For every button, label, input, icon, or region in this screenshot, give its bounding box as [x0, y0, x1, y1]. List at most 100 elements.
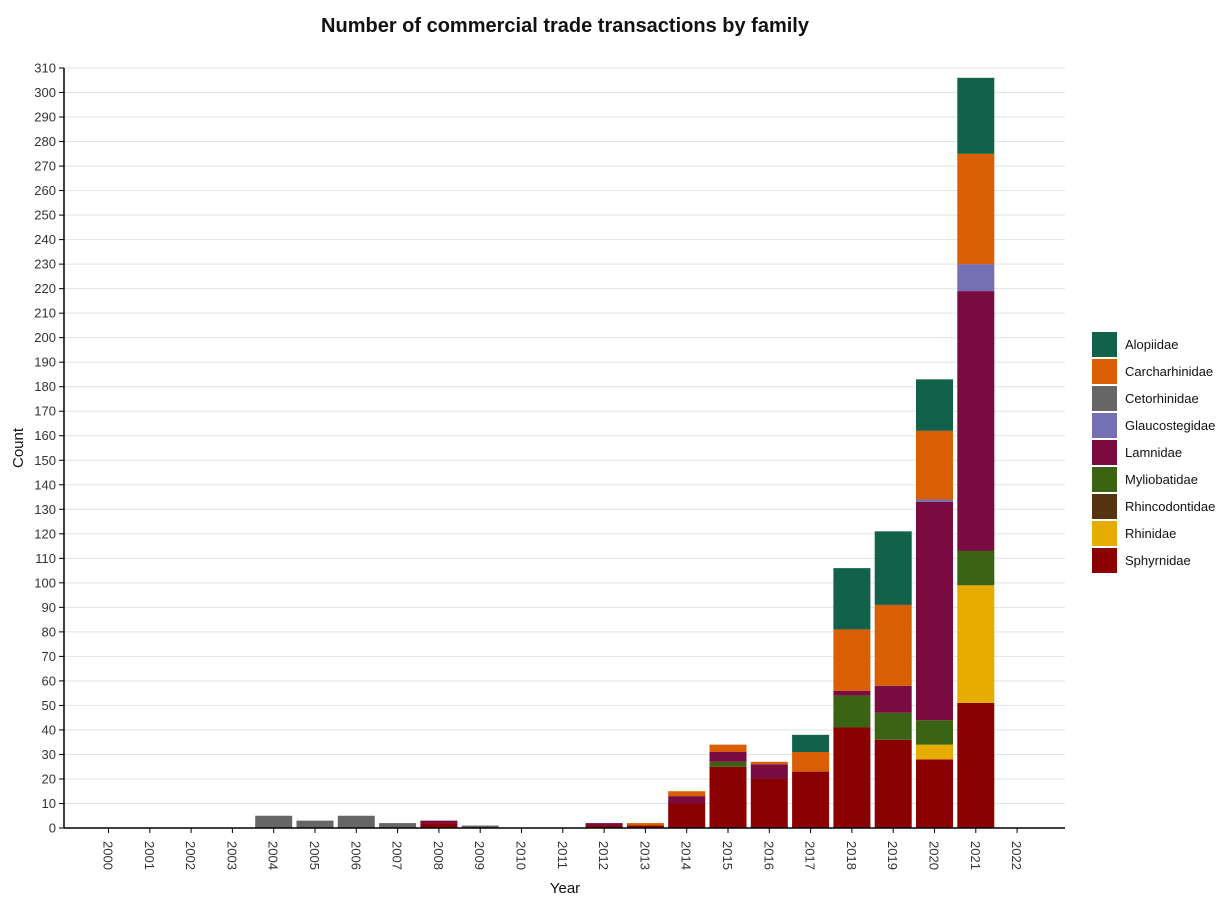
bar-segment-glaucostegidae-2021	[957, 264, 995, 292]
bar-segment-lamnidae-2020	[916, 501, 953, 721]
y-tick-label: 220	[34, 281, 56, 296]
bar-segment-sphyrnidae-2019	[874, 739, 912, 828]
bar-segment-lamnidae-2016	[750, 764, 788, 779]
gridlines	[64, 67, 1065, 804]
bar-segment-sphyrnidae-2018	[833, 727, 871, 828]
bar-segment-myliobatidae-2015	[709, 761, 747, 767]
bar-segment-myliobatidae-2020	[916, 720, 953, 745]
y-axis-ticks: 0 10 20 30 40 50 60 70 80 90 100 110 120 130 140 150 160…	[34, 61, 64, 836]
x-tick-label: 2021	[968, 841, 983, 870]
y-tick-label: 280	[34, 134, 56, 149]
y-tick-label: 300	[34, 85, 56, 100]
bar-segment-sphyrnidae-2015	[709, 766, 747, 828]
bars	[255, 77, 995, 828]
bar-segment-lamnidae-2018	[833, 690, 871, 696]
bar-segment-carcharhinidae-2013	[626, 823, 664, 826]
y-tick-label: 160	[34, 428, 56, 443]
y-tick-label: 50	[42, 698, 56, 713]
legend-label-lamnidae: Lamnidae	[1125, 445, 1182, 460]
legend-swatch-alopiidae	[1092, 332, 1117, 357]
y-tick-label: 0	[49, 821, 56, 836]
x-tick-label: 2015	[720, 841, 735, 870]
y-tick-label: 80	[42, 624, 56, 639]
legend-label-rhinidae: Rhinidae	[1125, 526, 1176, 541]
x-tick-label: 2009	[472, 841, 487, 870]
y-tick-label: 120	[34, 526, 56, 541]
bar-segment-carcharhinidae-2015	[709, 744, 747, 752]
bar-segment-alopiidae-2020	[916, 379, 953, 431]
y-tick-label: 140	[34, 477, 56, 492]
y-tick-label: 230	[34, 257, 56, 272]
y-tick-label: 130	[34, 502, 56, 517]
legend-label-sphyrnidae: Sphyrnidae	[1125, 553, 1191, 568]
y-tick-label: 40	[42, 722, 56, 737]
x-tick-label: 2007	[390, 841, 405, 870]
bar-segment-cetorhinidae-2005	[296, 820, 334, 828]
y-tick-label: 100	[34, 575, 56, 590]
y-tick-label: 290	[34, 110, 56, 125]
y-axis-label: Count	[10, 427, 27, 468]
y-tick-label: 240	[34, 232, 56, 247]
y-tick-label: 30	[42, 747, 56, 762]
bar-segment-cetorhinidae-2004	[255, 815, 293, 828]
x-tick-label: 2014	[679, 841, 694, 870]
y-tick-label: 150	[34, 453, 56, 468]
bar-segment-myliobatidae-2019	[874, 712, 912, 740]
y-tick-label: 310	[34, 61, 56, 76]
x-tick-label: 2005	[307, 841, 322, 870]
bar-segment-alopiidae-2019	[874, 531, 912, 605]
y-tick-label: 70	[42, 649, 56, 664]
x-tick-label: 2019	[885, 841, 900, 870]
y-tick-label: 170	[34, 404, 56, 419]
x-tick-label: 2022	[1009, 841, 1024, 870]
legend-label-rhincodontidae: Rhincodontidae	[1125, 499, 1215, 514]
y-tick-label: 90	[42, 600, 56, 615]
x-tick-label: 2012	[596, 841, 611, 870]
x-tick-label: 2003	[224, 841, 239, 870]
bar-segment-lamnidae-2014	[668, 796, 706, 804]
y-tick-label: 200	[34, 330, 56, 345]
bar-segment-glaucostegidae-2020	[916, 499, 953, 502]
bar-segment-sphyrnidae-2021	[957, 702, 995, 828]
x-tick-label: 2008	[431, 841, 446, 870]
bar-segment-lamnidae-2021	[957, 291, 995, 551]
x-tick-label: 2011	[555, 841, 570, 869]
y-tick-label: 190	[34, 355, 56, 370]
x-tick-label: 2018	[844, 841, 859, 870]
bar-segment-lamnidae-2008	[420, 820, 458, 824]
bar-segment-carcharhinidae-2020	[916, 430, 953, 500]
bar-segment-myliobatidae-2021	[957, 550, 995, 586]
bar-segment-myliobatidae-2018	[833, 695, 871, 728]
x-tick-label: 2010	[514, 841, 529, 870]
bar-segment-carcharhinidae-2018	[833, 629, 871, 691]
x-tick-label: 2004	[266, 841, 281, 870]
x-tick-label: 2016	[761, 841, 776, 870]
bar-segment-lamnidae-2012	[585, 823, 623, 826]
bar-segment-carcharhinidae-2014	[668, 791, 706, 797]
legend-label-carcharhinidae: Carcharhinidae	[1125, 364, 1213, 379]
bar-segment-lamnidae-2019	[874, 685, 912, 713]
bar-segment-carcharhinidae-2019	[874, 604, 912, 686]
y-tick-label: 210	[34, 306, 56, 321]
legend-swatch-cetorhinidae	[1092, 386, 1117, 411]
bar-segment-cetorhinidae-2006	[337, 815, 375, 828]
bar-segment-alopiidae-2021	[957, 77, 995, 154]
x-tick-label: 2001	[142, 841, 157, 870]
legend-swatch-rhincodontidae	[1092, 494, 1117, 519]
y-tick-label: 60	[42, 673, 56, 688]
x-tick-label: 2013	[637, 841, 652, 870]
bar-segment-alopiidae-2018	[833, 568, 871, 630]
legend-label-cetorhinidae: Cetorhinidae	[1125, 391, 1199, 406]
legend-swatch-lamnidae	[1092, 440, 1117, 465]
legend-swatch-sphyrnidae	[1092, 548, 1117, 573]
bar-segment-sphyrnidae-2014	[668, 803, 706, 828]
legend-label-myliobatidae: Myliobatidae	[1125, 472, 1198, 487]
legend-swatch-myliobatidae	[1092, 467, 1117, 492]
legend-swatch-carcharhinidae	[1092, 359, 1117, 384]
bar-segment-carcharhinidae-2016	[750, 761, 788, 765]
bar-segment-lamnidae-2015	[709, 752, 747, 762]
bar-segment-rhinidae-2021	[957, 585, 995, 703]
x-axis-ticks: 2000 2001 2002 2003 2004 2005 2006 2007 2008 2009…	[101, 828, 1024, 870]
x-tick-label: 2017	[803, 841, 818, 870]
